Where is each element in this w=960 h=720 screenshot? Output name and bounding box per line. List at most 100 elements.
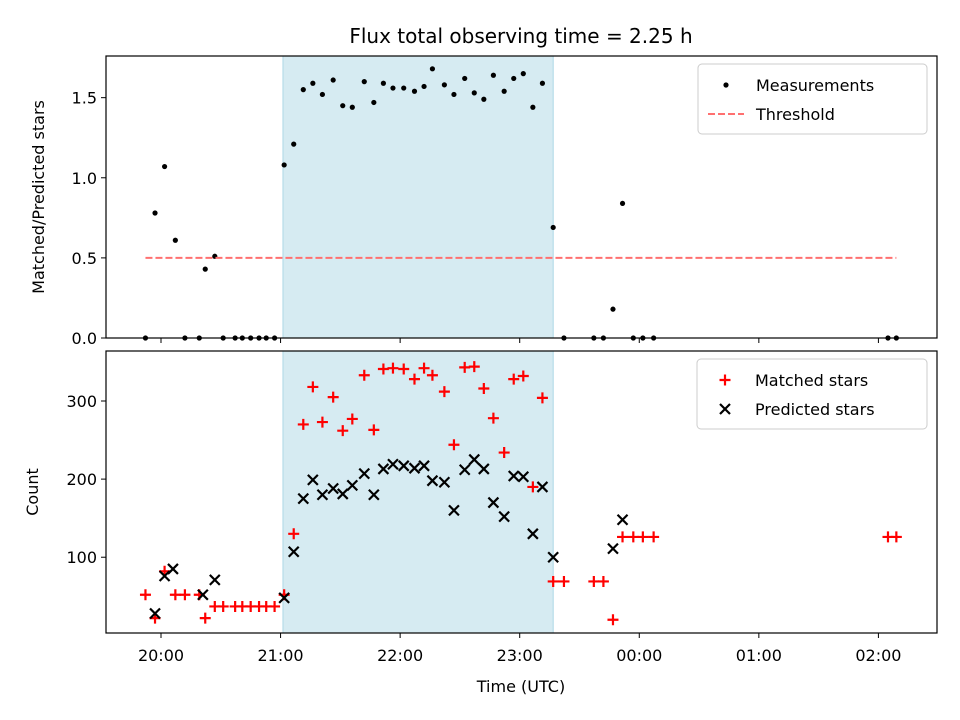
matched-star-point [199,612,211,624]
matched-star-point [498,447,510,459]
matched-star-point [438,386,450,398]
matched-star-point [536,392,548,404]
measurement-point [610,306,616,312]
matched-star-point [297,418,309,430]
legend-label: Predicted stars [755,400,875,419]
predicted-star-point [346,479,359,492]
matched-star-point [368,424,380,436]
matched-star-point [307,381,319,393]
legend-label: Measurements [756,76,874,95]
matched-star-point [487,412,499,424]
matched-star-point [558,575,570,587]
measurement-point [310,80,316,86]
predicted-star-point [327,482,339,495]
measurement-point [429,66,436,72]
measurement-point [202,266,208,272]
plot-frame [105,350,938,634]
predicted-star-point [418,460,430,472]
matched-star-point [408,373,420,385]
matched-star-point [597,575,609,587]
matched-star-point [637,531,649,543]
matched-star-point [418,362,430,374]
matched-star-point [346,413,358,425]
legend-label: Matched stars [755,371,868,390]
observing-window-span [282,350,554,634]
matched-star-point [217,600,229,612]
plot-frame [105,55,938,339]
predicted-star-point [167,563,179,575]
predicted-star-point [478,463,490,475]
matched-star-point [547,575,559,587]
predicted-star-point [458,463,471,476]
measurement-point [390,85,396,91]
x-tick-label: 00:00 [616,646,662,665]
measurement-point [291,141,297,147]
predicted-star-point [368,488,380,501]
x-axis-title: Time (UTC) [476,677,565,696]
measurement-point [511,75,517,82]
measurement-point [421,83,427,90]
legend-predicted-swatch [719,403,731,415]
y-tick-label: 1.5 [72,89,97,108]
chart-title: Flux total observing time = 2.25 h [349,24,692,48]
measurement-point [501,88,507,94]
matched-star-point [327,391,339,403]
y-tick-label: 200 [66,470,97,489]
measurement-point [619,200,626,207]
legend-measurement-swatch [723,82,729,88]
x-tick-label: 02:00 [855,646,901,665]
observing-window-span [282,55,554,339]
matched-star-point [377,363,389,375]
measurement-point [530,104,536,110]
measurement-point [152,210,158,216]
predicted-star-point [468,453,481,466]
predicted-star-point [547,551,559,564]
matched-star-point [627,531,639,543]
measurement-point [172,237,178,243]
matched-star-point [316,416,328,428]
measurement-point [281,162,287,168]
matched-star-point [426,369,438,381]
matched-star-point [890,531,902,543]
count-panel: 20:00 21:00 22:00 23:00 00:00 01:00 02:00 100 20… [23,350,938,665]
predicted-star-point [316,488,329,501]
predicted-star-point [307,474,319,486]
measurement-point [380,80,386,86]
matched-star-point [288,528,300,540]
predicted-star-point [387,458,399,471]
predicted-star-point [536,481,549,493]
matched-star-point [358,369,370,381]
matched-star-point [169,589,181,601]
predicted-star-point [507,470,520,482]
measurement-point [330,77,336,83]
measurement-point [490,72,497,78]
measurement-point [161,163,168,170]
predicted-star-point [278,592,290,604]
predicted-star-point [448,504,460,517]
measurement-point [462,75,468,82]
predicted-star-point [149,607,161,620]
measurement-point [539,80,546,86]
measurement-point [481,96,487,102]
predicted-star-point [607,542,619,555]
predicted-star-point [527,528,539,540]
measurement-point [520,71,526,77]
measurement-point [349,104,355,110]
measurement-point [401,85,407,91]
legend-matched-swatch [719,374,731,386]
predicted-star-point [426,474,439,487]
y-axis-title: Count [23,468,42,516]
y-tick-label: 0.5 [72,249,97,268]
predicted-star-point [397,460,410,472]
matched-star-point [179,589,191,601]
measurement-point [319,91,326,98]
matched-star-point [617,531,629,543]
measurement-point [441,82,447,88]
predicted-star-point [358,467,371,480]
x-tick-label: 20:00 [138,646,184,665]
measurement-point [411,88,418,94]
legend-label: Threshold [755,105,835,124]
matched-star-point [607,614,619,626]
matched-star-point [139,589,151,601]
